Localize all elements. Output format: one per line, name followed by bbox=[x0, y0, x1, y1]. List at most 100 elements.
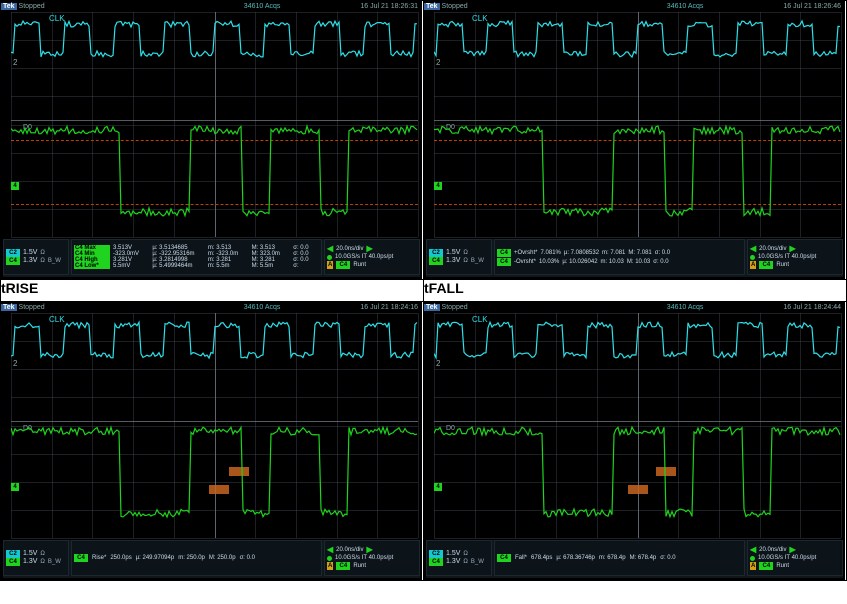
wave-data bbox=[11, 126, 417, 216]
grid-vline bbox=[418, 12, 419, 237]
run-indicator-icon bbox=[327, 556, 332, 561]
meas-sigma: σ: 0.0 bbox=[653, 259, 668, 265]
ohm-icon: Ω bbox=[463, 257, 468, 265]
meas-mu: µ: 249.97094p bbox=[136, 555, 175, 561]
readout-bar: C21.5VΩC41.3VΩB_WC4 Max3.513Vµ: 3.513468… bbox=[3, 239, 420, 277]
scope-grid: TekStopped34610 Acqs16 Jul 21 18:26:31CL… bbox=[0, 0, 847, 581]
wave-data bbox=[434, 427, 840, 517]
meas-M: M: 10.03 bbox=[627, 259, 650, 265]
meas-mu: µ: 678.36746p bbox=[556, 555, 595, 561]
arrow-right-icon[interactable]: ▶ bbox=[367, 245, 373, 253]
tdiv: 20.0ns/div bbox=[759, 546, 786, 554]
acq-status: Stopped bbox=[19, 3, 45, 10]
meas-label: -Ovrsht* bbox=[514, 259, 536, 265]
arrow-left-icon[interactable]: ◀ bbox=[750, 245, 756, 253]
meas-mu: µ: 10.026042 bbox=[562, 259, 597, 265]
trig-type: Runt bbox=[353, 562, 366, 570]
ch2-vdiv: 1.5V bbox=[446, 550, 460, 558]
acq-status: Stopped bbox=[442, 3, 468, 10]
meas-M: M: 250.0p bbox=[209, 555, 236, 561]
tdiv: 20.0ns/div bbox=[336, 546, 363, 554]
trig-ch-badge[interactable]: C4 bbox=[759, 261, 773, 269]
measurement-panel[interactable]: C4+Ovrsht*7.081%µ: 7.0808532m: 7.081M: 7… bbox=[494, 239, 745, 275]
arrow-left-icon[interactable]: ◀ bbox=[327, 245, 333, 253]
timebase-panel[interactable]: ◀20.0ns/div ▶10.0GS/s IT 40.0ps/ptAC4Runt bbox=[324, 540, 420, 576]
ch2-badge[interactable]: C2 bbox=[6, 550, 20, 558]
tek-logo: Tek bbox=[1, 304, 17, 311]
meas-m: m: 250.0p bbox=[178, 555, 205, 561]
waveforms bbox=[11, 313, 418, 538]
timebase-panel[interactable]: ◀20.0ns/div▶10.0GS/s IT 40.0ps/ptAC4Runt bbox=[747, 239, 843, 275]
plot-area[interactable]: CLK2D04 bbox=[11, 12, 418, 237]
tek-logo: Tek bbox=[1, 3, 17, 10]
meas-value: 5.5mV bbox=[113, 263, 149, 269]
channel-panel[interactable]: C21.5VΩC41.3VΩB_W bbox=[3, 540, 69, 576]
ch2-badge[interactable]: C2 bbox=[6, 249, 20, 257]
measurement-panel[interactable]: C4Rise*250.0psµ: 249.97094pm: 250.0pM: 2… bbox=[71, 540, 322, 576]
ch2-vdiv: 1.5V bbox=[23, 550, 37, 558]
waveforms bbox=[434, 12, 841, 237]
trig-a-badge[interactable]: A bbox=[750, 261, 756, 269]
arrow-right-icon[interactable]: ▶ bbox=[790, 546, 796, 554]
arrow-right-icon[interactable]: ▶ bbox=[790, 245, 796, 253]
plot-area[interactable]: CLK2D04 bbox=[11, 313, 418, 538]
arrow-right-icon[interactable]: ▶ bbox=[367, 546, 373, 554]
ch2-badge[interactable]: C2 bbox=[429, 550, 443, 558]
acq-status: Stopped bbox=[442, 304, 468, 311]
channel-panel[interactable]: C21.5VΩC41.3VΩB_W bbox=[3, 239, 69, 275]
trig-ch-badge[interactable]: C4 bbox=[336, 261, 350, 269]
sample-rate: 10.0GS/s IT 40.0ps/pt bbox=[758, 554, 816, 562]
scope-topbar: TekStopped34610 Acqs16 Jul 21 18:24:16 bbox=[1, 302, 422, 313]
meas-mu: µ: 7.0808532 bbox=[564, 250, 599, 256]
acq-count: 34610 Acqs bbox=[244, 3, 281, 10]
scope-bottom-right: TekStopped34610 Acqs16 Jul 21 18:24:44CL… bbox=[424, 302, 845, 580]
sample-rate: 10.0GS/s IT 40.0ps/pt bbox=[758, 253, 816, 261]
meas-sigma: σ: 0.0 bbox=[655, 250, 670, 256]
trig-a-badge[interactable]: A bbox=[327, 562, 333, 570]
ohm-icon: Ω bbox=[463, 550, 468, 558]
sample-rate: 10.0GS/s IT 40.0ps/pt bbox=[335, 554, 393, 562]
meas-value: 10.03% bbox=[539, 259, 559, 265]
meas-M: M: 5.5m bbox=[252, 263, 291, 269]
meas-sigma: σ: 0.0 bbox=[660, 555, 675, 561]
label-tfall: tFALL bbox=[424, 280, 847, 302]
tek-logo: Tek bbox=[424, 304, 440, 311]
trig-type: Runt bbox=[776, 562, 789, 570]
ch2-badge[interactable]: C2 bbox=[429, 249, 443, 257]
channel-panel[interactable]: C21.5VΩC41.3VΩB_W bbox=[426, 540, 492, 576]
trig-a-badge[interactable]: A bbox=[750, 562, 756, 570]
ch4-badge[interactable]: C4 bbox=[6, 257, 20, 265]
arrow-left-icon[interactable]: ◀ bbox=[750, 546, 756, 554]
measurement-panel[interactable]: C4Fall*678.4psµ: 678.36746pm: 678.4pM: 6… bbox=[494, 540, 745, 576]
trig-a-badge[interactable]: A bbox=[327, 261, 333, 269]
bw-icon: B_W bbox=[48, 558, 61, 566]
ch4-badge[interactable]: C4 bbox=[429, 558, 443, 566]
tdiv: 20.0ns/div bbox=[336, 245, 363, 253]
ohm-icon: Ω bbox=[40, 550, 45, 558]
ch4-badge[interactable]: C4 bbox=[429, 257, 443, 265]
readout-bar: C21.5VΩC41.3VΩB_WC4+Ovrsht*7.081%µ: 7.08… bbox=[426, 239, 843, 277]
grid-hline bbox=[434, 237, 841, 238]
grid-vline bbox=[418, 313, 419, 538]
wave-clk bbox=[434, 21, 840, 57]
ch2-vdiv: 1.5V bbox=[23, 249, 37, 257]
channel-panel[interactable]: C21.5VΩC41.3VΩB_W bbox=[426, 239, 492, 275]
bw-icon: B_W bbox=[471, 257, 484, 265]
timebase-panel[interactable]: ◀20.0ns/div▶10.0GS/s IT 40.0ps/ptAC4Runt bbox=[324, 239, 420, 275]
meas-m: m: 5.5m bbox=[208, 263, 249, 269]
timebase-panel[interactable]: ◀20.0ns/div ▶10.0GS/s IT 40.0ps/ptAC4Runt bbox=[747, 540, 843, 576]
trig-ch-badge[interactable]: C4 bbox=[759, 562, 773, 570]
tek-logo: Tek bbox=[424, 3, 440, 10]
ch4-vdiv: 1.3V bbox=[446, 257, 460, 265]
measurement-panel[interactable]: C4 Max3.513Vµ: 3.5134685m: 3.513M: 3.513… bbox=[71, 239, 322, 275]
trig-type: Runt bbox=[353, 261, 366, 269]
arrow-left-icon[interactable]: ◀ bbox=[327, 546, 333, 554]
ch4-badge[interactable]: C4 bbox=[6, 558, 20, 566]
wave-data bbox=[434, 126, 840, 216]
meas-value: 250.0ps bbox=[110, 555, 131, 561]
trig-ch-badge[interactable]: C4 bbox=[336, 562, 350, 570]
plot-area[interactable]: CLK2D04 bbox=[434, 313, 841, 538]
readout-bar: C21.5VΩC41.3VΩB_WC4Fall*678.4psµ: 678.36… bbox=[426, 540, 843, 578]
plot-area[interactable]: CLK2D04 bbox=[434, 12, 841, 237]
acq-status: Stopped bbox=[19, 304, 45, 311]
